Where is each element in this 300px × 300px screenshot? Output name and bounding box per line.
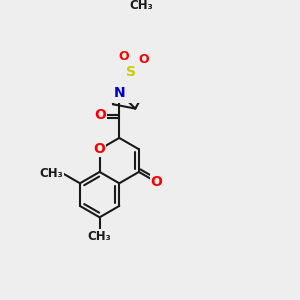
Text: O: O bbox=[138, 53, 149, 66]
Text: CH₃: CH₃ bbox=[40, 167, 63, 180]
Text: CH₃: CH₃ bbox=[129, 0, 153, 12]
Text: N: N bbox=[113, 85, 125, 100]
Text: O: O bbox=[151, 175, 163, 189]
Text: O: O bbox=[94, 108, 106, 122]
Text: CH₃: CH₃ bbox=[88, 230, 112, 243]
Text: S: S bbox=[126, 65, 136, 79]
Text: O: O bbox=[118, 50, 129, 62]
Text: O: O bbox=[94, 142, 106, 156]
